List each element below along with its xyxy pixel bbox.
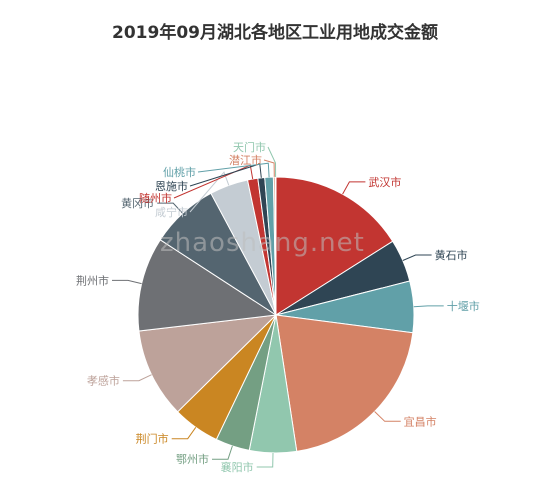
label-leader-line bbox=[189, 171, 230, 213]
label-leader-line bbox=[157, 202, 184, 214]
label-leader-line bbox=[112, 279, 142, 285]
watermark: zhaoshang.net bbox=[160, 228, 365, 258]
slice-label: 荆州市 bbox=[76, 273, 109, 287]
slice-label: 随州市 bbox=[139, 191, 172, 205]
slice-label: 恩施市 bbox=[155, 179, 188, 193]
slice-label: 宜昌市 bbox=[404, 414, 437, 428]
label-leader-line bbox=[267, 146, 277, 178]
pie-slice[interactable] bbox=[137, 239, 278, 332]
slice-label: 黄冈市 bbox=[121, 196, 154, 210]
label-leader-line bbox=[402, 254, 432, 261]
pie-slice[interactable] bbox=[275, 314, 414, 452]
label-leader-line bbox=[342, 181, 366, 195]
slice-label: 武汉市 bbox=[368, 175, 401, 189]
slice-label: 鄂州市 bbox=[176, 452, 209, 466]
slice-label: 天门市 bbox=[233, 140, 266, 154]
label-leader-line bbox=[212, 445, 233, 460]
label-leader-line bbox=[171, 427, 197, 440]
slice-label: 十堰市 bbox=[447, 299, 480, 313]
slice-label: 黄石市 bbox=[435, 248, 468, 262]
slice-label: 潜江市 bbox=[229, 153, 262, 167]
slice-label: 荆门市 bbox=[136, 432, 169, 446]
label-leader-line bbox=[413, 305, 444, 308]
label-leader-line bbox=[256, 452, 274, 468]
slice-label: 襄阳市 bbox=[221, 460, 254, 474]
chart-title: 2019年09月湖北各地区工业用地成交金额 bbox=[112, 23, 438, 43]
label-leader-line bbox=[197, 162, 270, 178]
label-leader-line bbox=[122, 374, 152, 382]
label-leader-line bbox=[263, 159, 275, 178]
label-leader-line bbox=[374, 411, 401, 422]
slice-label: 孝感市 bbox=[87, 374, 120, 388]
pie-slice[interactable] bbox=[275, 176, 394, 316]
slice-label: 咸宁市 bbox=[155, 205, 188, 219]
slice-label: 仙桃市 bbox=[163, 165, 196, 179]
